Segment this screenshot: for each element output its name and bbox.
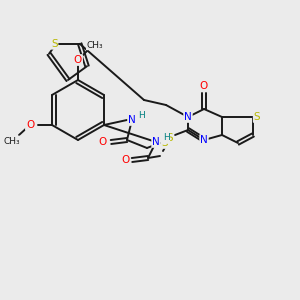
Text: O: O [200, 81, 208, 91]
Text: S: S [162, 138, 168, 148]
Text: S: S [254, 112, 260, 122]
Text: N: N [128, 115, 136, 125]
Text: H: H [139, 110, 145, 119]
Text: O: O [121, 155, 129, 165]
Text: O: O [26, 120, 34, 130]
Text: N: N [184, 112, 192, 122]
Text: O: O [99, 137, 107, 147]
Text: S: S [167, 133, 173, 143]
Text: CH₃: CH₃ [87, 40, 103, 50]
Text: H: H [163, 134, 170, 142]
Text: O: O [74, 55, 82, 65]
Text: N: N [200, 135, 208, 145]
Text: S: S [51, 39, 58, 49]
Text: CH₃: CH₃ [4, 136, 20, 146]
Text: N: N [152, 137, 160, 147]
